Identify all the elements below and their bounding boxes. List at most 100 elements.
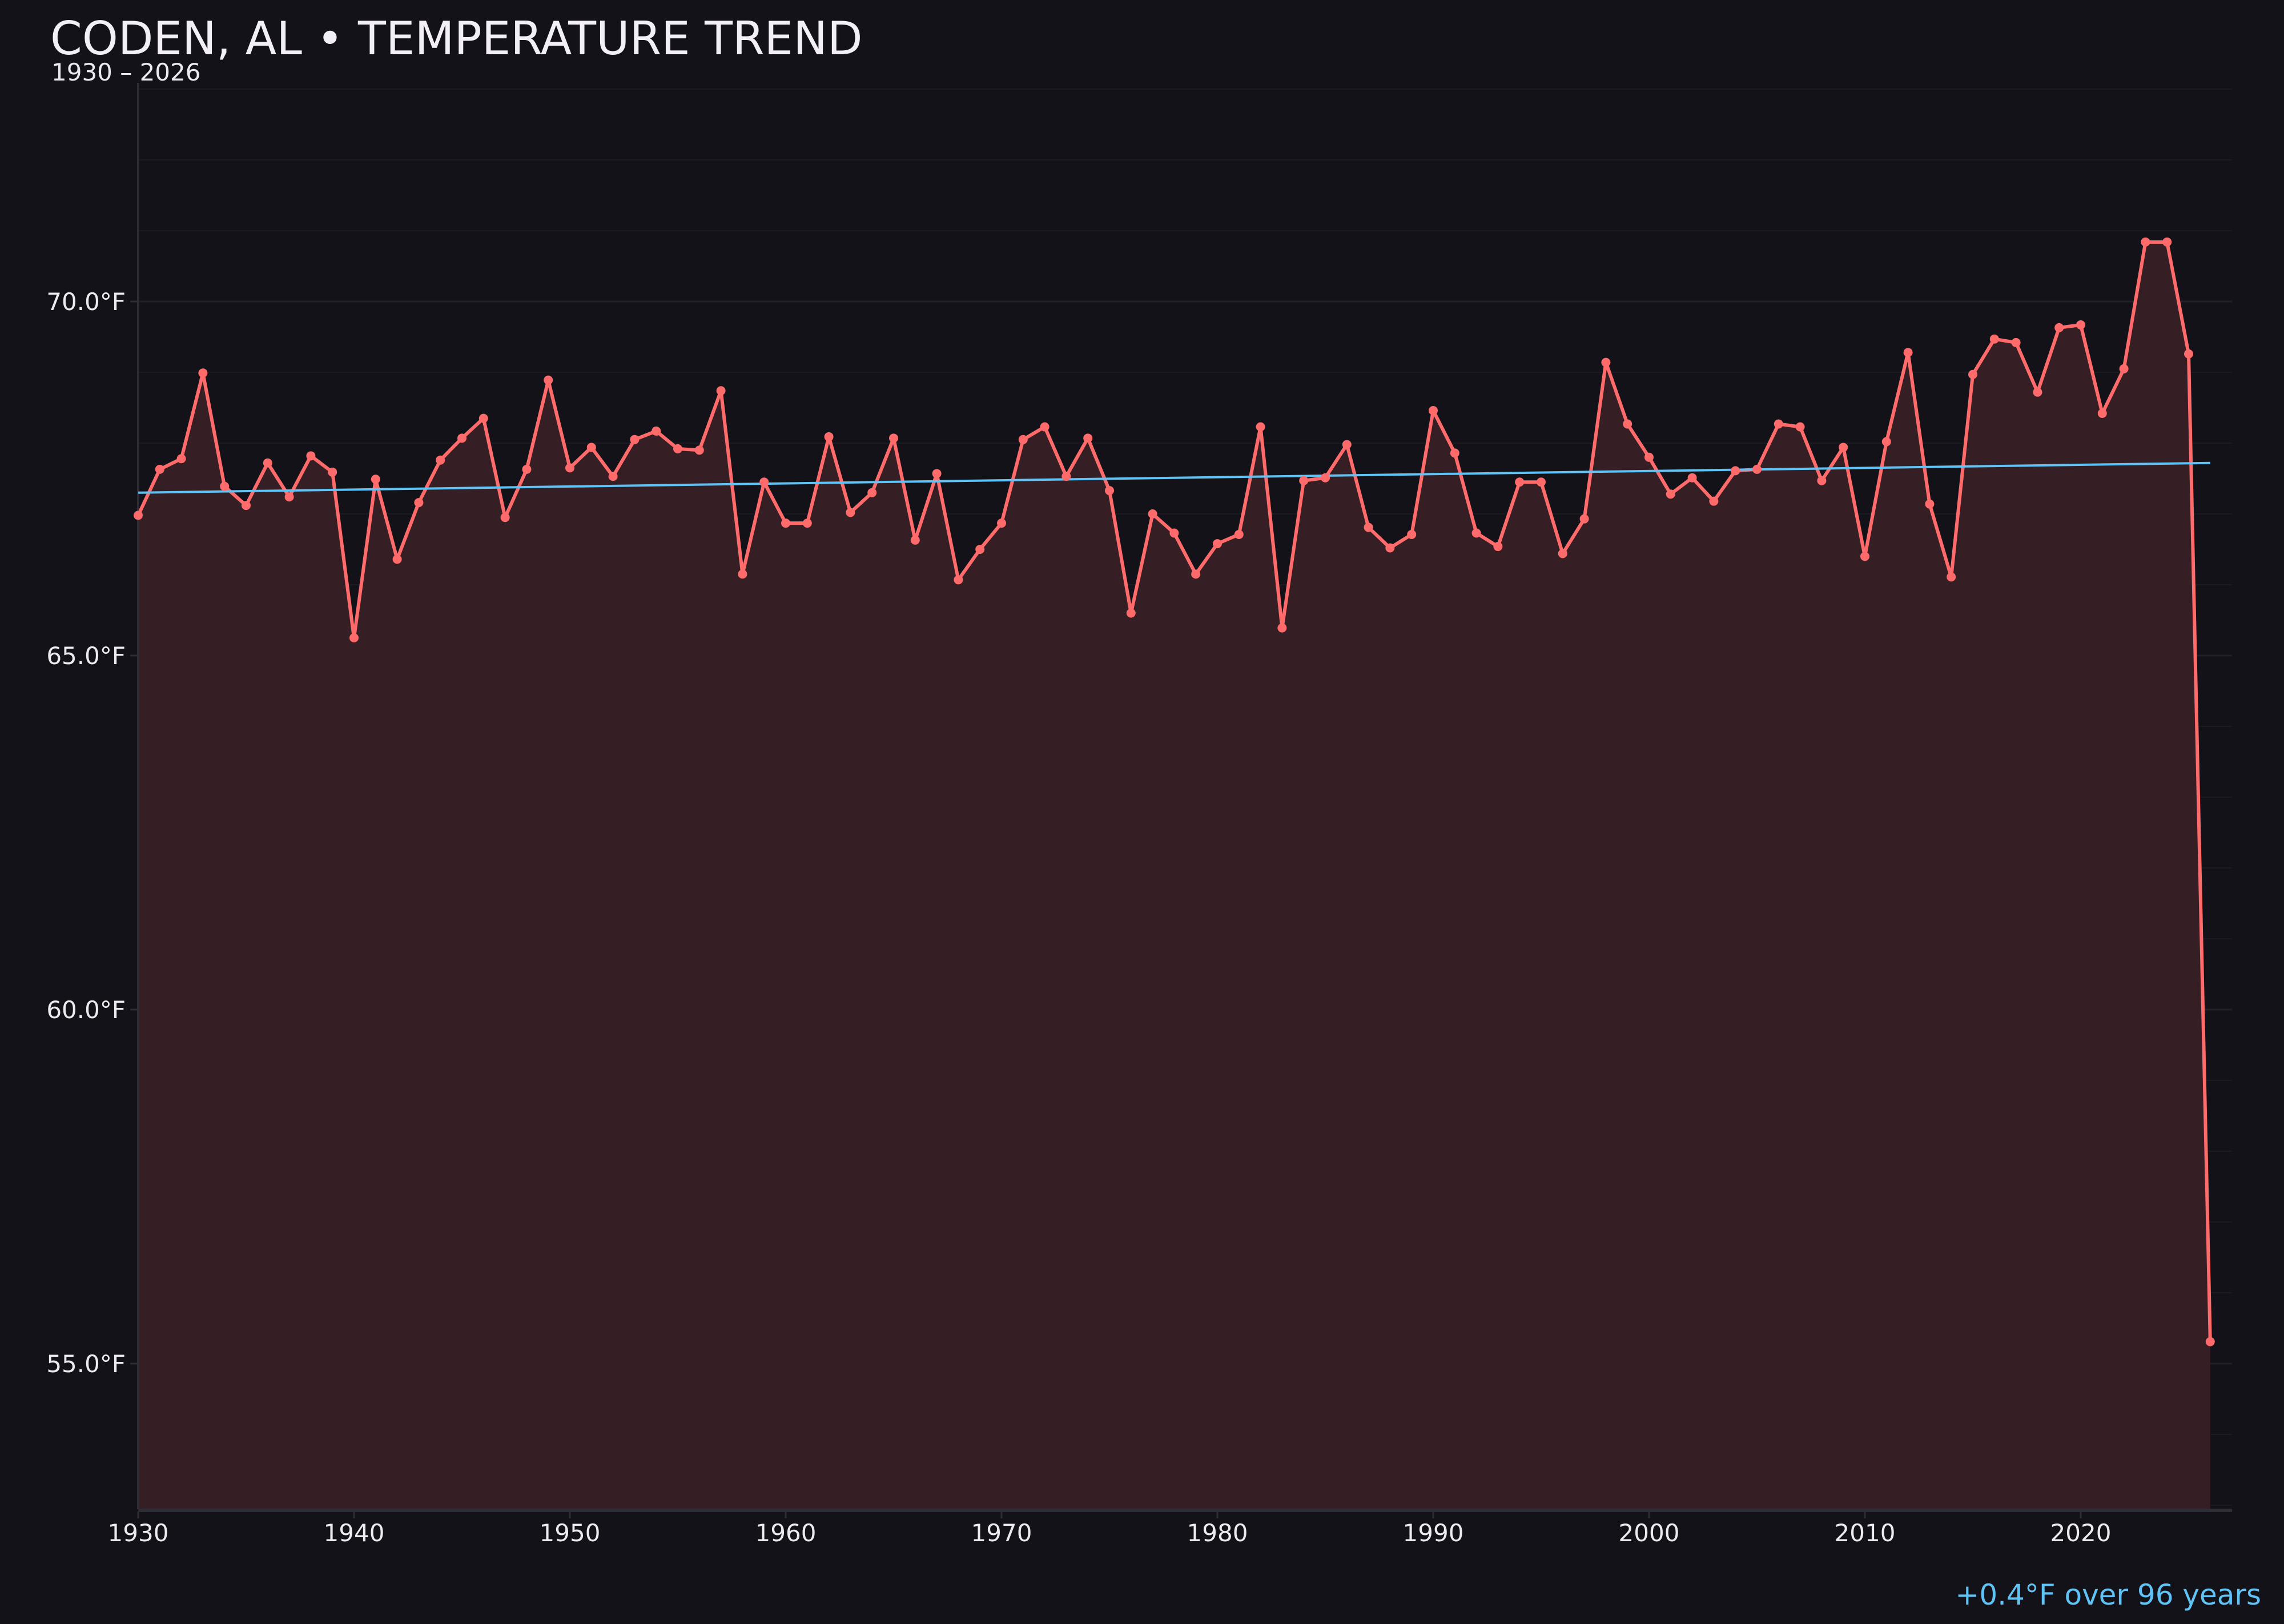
data-point bbox=[1040, 422, 1049, 432]
data-point bbox=[716, 386, 726, 396]
data-point bbox=[1385, 543, 1395, 553]
data-point bbox=[932, 469, 942, 479]
data-point bbox=[2162, 237, 2172, 247]
data-point bbox=[2033, 387, 2042, 397]
data-point bbox=[1105, 486, 1114, 496]
data-point bbox=[306, 451, 316, 461]
data-point bbox=[134, 510, 143, 520]
data-point bbox=[694, 445, 704, 455]
data-point bbox=[1752, 464, 1762, 474]
data-point bbox=[1407, 529, 1417, 539]
data-point bbox=[544, 375, 553, 385]
data-point bbox=[522, 464, 532, 474]
data-point bbox=[1558, 549, 1567, 558]
data-point bbox=[1018, 435, 1028, 444]
x-tick-label: 2010 bbox=[1835, 1519, 1896, 1547]
x-tick-label: 2000 bbox=[1619, 1519, 1680, 1547]
data-point bbox=[2184, 349, 2193, 359]
data-point bbox=[371, 475, 380, 484]
data-point bbox=[1450, 448, 1459, 458]
data-point bbox=[414, 498, 424, 508]
chart-title: CODEN, AL • TEMPERATURE TREND bbox=[50, 12, 863, 65]
data-point bbox=[1277, 623, 1287, 633]
data-point bbox=[392, 554, 402, 564]
data-point bbox=[1515, 477, 1525, 487]
data-point bbox=[1817, 476, 1827, 485]
data-point bbox=[1860, 552, 1869, 561]
chart-subtitle: 1930 – 2026 bbox=[51, 58, 201, 86]
data-point bbox=[1666, 489, 1675, 499]
data-point bbox=[910, 535, 920, 545]
data-point bbox=[1623, 419, 1632, 429]
data-point bbox=[263, 458, 272, 468]
temperature-area-fill bbox=[138, 242, 2210, 1509]
data-point bbox=[1537, 477, 1546, 487]
data-point bbox=[1903, 348, 1913, 357]
data-point bbox=[2141, 237, 2150, 247]
data-point bbox=[1234, 529, 1244, 539]
data-point bbox=[1687, 473, 1697, 483]
data-point bbox=[1795, 422, 1805, 432]
data-point bbox=[975, 545, 985, 554]
data-point bbox=[1256, 422, 1265, 432]
data-point bbox=[2054, 323, 2064, 332]
data-point bbox=[1579, 514, 1589, 524]
data-point bbox=[284, 492, 294, 502]
data-point bbox=[802, 518, 812, 528]
x-tick-label: 1940 bbox=[324, 1519, 385, 1547]
data-point bbox=[500, 513, 510, 522]
y-tick-label: 60.0°F bbox=[46, 996, 126, 1024]
data-point bbox=[1191, 569, 1201, 579]
x-tick-label: 1990 bbox=[1403, 1519, 1464, 1547]
data-point bbox=[1925, 499, 1935, 509]
y-tick-label: 65.0°F bbox=[46, 642, 126, 670]
trend-line bbox=[138, 461, 2210, 494]
data-point bbox=[824, 432, 834, 441]
x-tick-label: 1970 bbox=[971, 1519, 1032, 1547]
data-point bbox=[155, 464, 164, 474]
data-point bbox=[1731, 466, 1740, 476]
data-point bbox=[1947, 572, 1956, 582]
data-point bbox=[2097, 408, 2107, 418]
data-point bbox=[759, 477, 769, 487]
data-point bbox=[328, 467, 337, 477]
x-tick-label: 1950 bbox=[540, 1519, 601, 1547]
x-tick-label: 1960 bbox=[755, 1519, 817, 1547]
y-tick-label: 70.0°F bbox=[46, 288, 126, 316]
data-point bbox=[889, 433, 898, 443]
data-point bbox=[1061, 472, 1071, 481]
data-point bbox=[846, 508, 855, 517]
data-point bbox=[1321, 473, 1330, 483]
data-point bbox=[1213, 539, 1222, 549]
y-axis-ticks: 70.0°F 65.0°F 60.0°F 55.0°F bbox=[46, 288, 138, 1378]
data-point bbox=[652, 426, 661, 436]
data-point bbox=[630, 435, 640, 444]
data-point bbox=[1968, 369, 1977, 379]
data-point bbox=[478, 413, 488, 423]
data-point bbox=[349, 633, 359, 642]
data-point bbox=[954, 575, 963, 585]
y-tick-label: 55.0°F bbox=[46, 1350, 126, 1378]
data-point bbox=[608, 472, 618, 481]
data-point bbox=[1342, 440, 1352, 449]
data-point bbox=[1644, 452, 1654, 462]
x-axis-ticks: 1930 1940 1950 1960 1970 1980 1990 2000 2010 2020 bbox=[108, 1512, 2112, 1547]
data-point bbox=[2205, 1337, 2215, 1346]
data-point bbox=[1169, 528, 1179, 538]
data-point bbox=[1126, 608, 1136, 618]
x-tick-label: 2020 bbox=[2050, 1519, 2112, 1547]
data-point bbox=[1989, 334, 1999, 344]
data-point bbox=[867, 488, 877, 497]
data-point bbox=[997, 518, 1006, 528]
data-point bbox=[781, 518, 790, 528]
data-point bbox=[1881, 437, 1891, 447]
data-point bbox=[1083, 433, 1093, 443]
trend-annotation: +0.4°F over 96 years bbox=[1955, 1578, 2261, 1611]
data-point bbox=[1299, 476, 1309, 485]
data-point bbox=[738, 569, 747, 579]
data-point bbox=[1493, 542, 1503, 552]
data-point bbox=[2076, 320, 2085, 329]
x-tick-label: 1930 bbox=[108, 1519, 169, 1547]
data-point bbox=[1601, 357, 1611, 367]
